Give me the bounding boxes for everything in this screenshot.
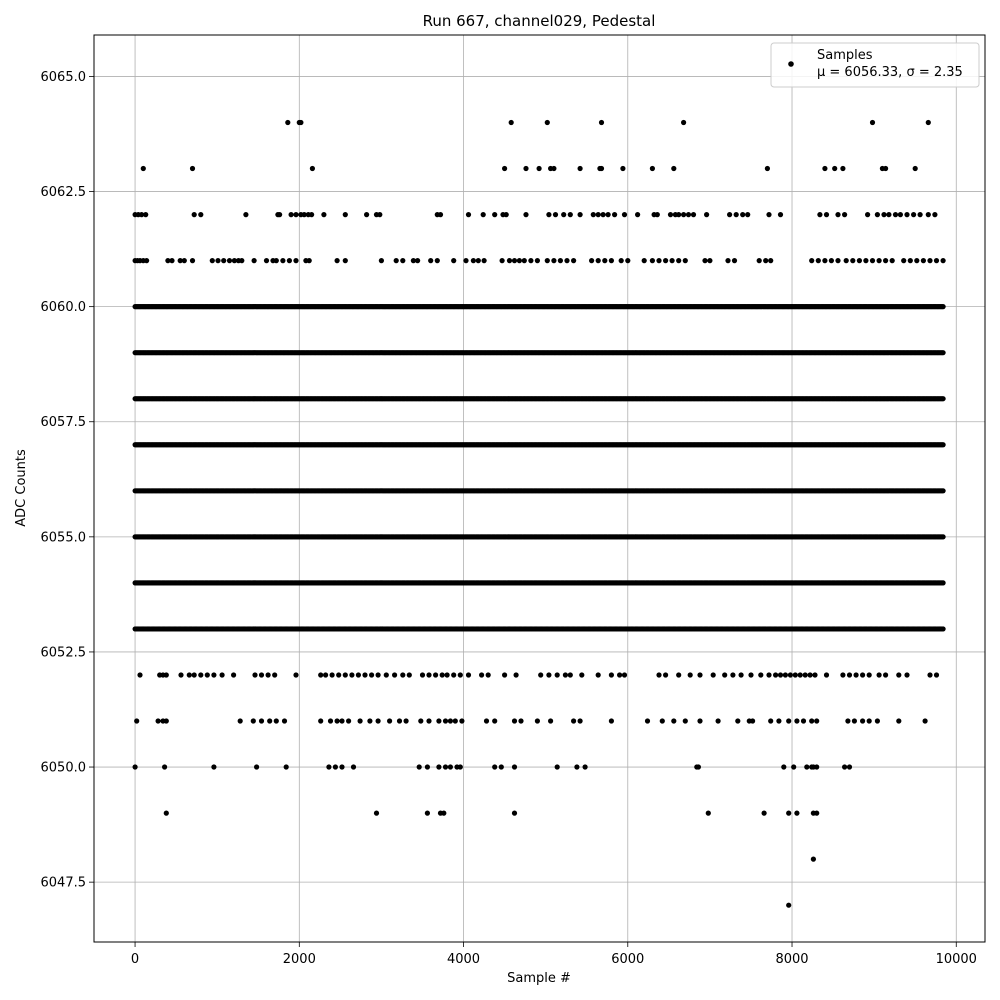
data-point (940, 396, 946, 402)
data-points (132, 119, 946, 908)
data-point (940, 580, 946, 586)
data-point (940, 442, 946, 448)
data-point (940, 626, 946, 632)
chart-title: Run 667, channel029, Pedestal (423, 12, 656, 30)
data-point (940, 488, 946, 494)
data-point (940, 534, 946, 540)
data-point (940, 350, 946, 356)
